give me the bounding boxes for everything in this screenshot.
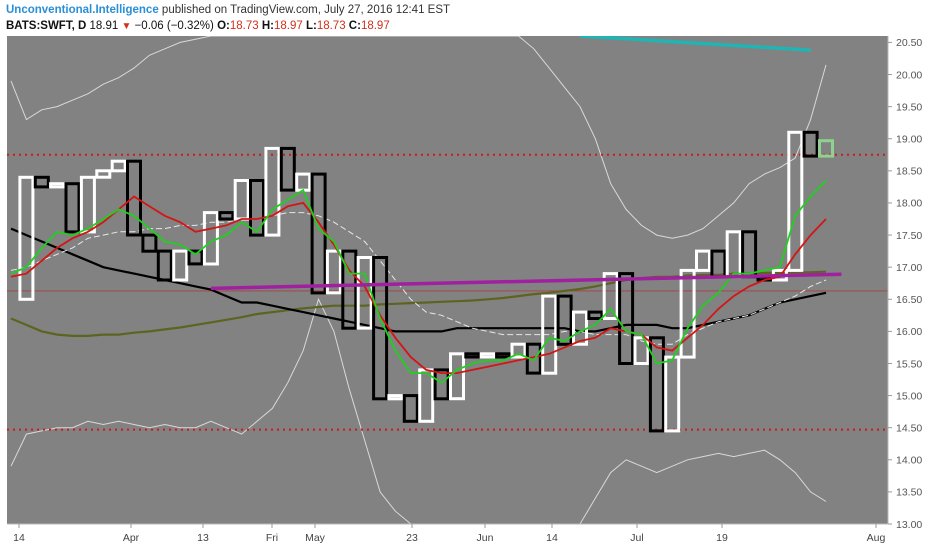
price-bar <box>156 249 173 282</box>
symbol-label: BATS:SWFT, D <box>6 20 87 32</box>
x-tick-label: 23 <box>406 532 418 544</box>
plot-area <box>7 36 888 524</box>
publish-line: Unconventional.Intelligence published on… <box>6 3 450 18</box>
y-tick-label: 16.00 <box>896 326 922 338</box>
x-tick-label: Fri <box>266 532 278 544</box>
olive-ma-line <box>10 270 827 337</box>
price-bar <box>218 211 235 221</box>
y-tick-label: 14.00 <box>896 455 922 467</box>
y-tick-label: 17.50 <box>896 230 922 242</box>
price-bar <box>802 130 819 158</box>
price-bar <box>602 272 619 321</box>
price-bar <box>556 294 573 346</box>
y-tick-label: 18.50 <box>896 166 922 178</box>
high-value: 18.97 <box>273 20 303 32</box>
y-tick-label: 14.50 <box>896 422 922 434</box>
last-price: 18.91 <box>89 20 119 32</box>
low-label: L: <box>305 20 317 32</box>
price-bar <box>679 268 696 359</box>
price-bar <box>64 182 81 234</box>
y-tick-label: 20.00 <box>896 69 922 81</box>
chart-header: Unconventional.Intelligence published on… <box>6 3 450 34</box>
x-tick-label: Jun <box>477 532 494 544</box>
price-bar <box>587 310 604 321</box>
price-bar <box>141 233 158 253</box>
price-bar <box>126 159 142 237</box>
x-tick-label: 14 <box>546 532 558 544</box>
open-value: 18.73 <box>229 20 259 32</box>
green-ma-line <box>10 179 827 384</box>
purple-trend-line <box>210 272 842 291</box>
price-bar <box>341 249 358 330</box>
price-bar <box>33 175 50 189</box>
price-change: −0.06 (−0.32%) <box>134 20 214 32</box>
x-tick-label: May <box>305 532 326 544</box>
price-bar <box>49 182 66 189</box>
price-bar <box>648 336 665 433</box>
price-bar <box>95 169 112 179</box>
y-tick-label: 19.00 <box>896 134 922 146</box>
y-tick-label: 18.00 <box>896 198 922 210</box>
y-tick-label: 15.00 <box>896 390 922 402</box>
price-bar <box>187 249 204 266</box>
high-label: H: <box>261 20 274 32</box>
price-bar <box>172 249 189 282</box>
price-bar <box>18 175 35 301</box>
author-link[interactable]: Unconventional.Intelligence <box>6 4 159 16</box>
close-value: 18.97 <box>360 20 390 32</box>
publish-info: published on TradingView.com, July 27, 2… <box>161 4 451 16</box>
down-arrow-icon: ▼ <box>121 21 132 32</box>
ohlc-line: BATS:SWFT, D 18.91 ▼ −0.06 (−0.32%) O:18… <box>6 19 450 34</box>
y-tick-label: 15.50 <box>896 358 922 370</box>
price-bar <box>249 179 265 237</box>
price-bar <box>787 130 804 272</box>
price-bar <box>110 159 127 173</box>
price-bar <box>372 256 389 401</box>
close-label: C: <box>348 20 361 32</box>
dashed-ma-line <box>10 212 827 345</box>
price-bar <box>264 146 281 237</box>
y-tick-label: 19.50 <box>896 101 922 113</box>
price-bar <box>541 294 558 375</box>
x-tick-label: 14 <box>13 532 25 544</box>
x-tick-label: 19 <box>716 532 728 544</box>
y-tick-label: 20.50 <box>896 37 922 49</box>
price-bar <box>433 368 450 401</box>
price-bar <box>464 352 481 359</box>
low-value: 18.73 <box>316 20 346 32</box>
price-bar <box>279 146 296 192</box>
price-bar <box>387 394 404 401</box>
price-bar <box>618 272 635 366</box>
x-tick-label: Aug <box>867 532 886 544</box>
y-tick-label: 16.50 <box>896 294 922 306</box>
red-ma-line <box>10 195 827 374</box>
price-bar <box>495 352 512 359</box>
bollinger-upper-line <box>10 36 827 239</box>
open-label: O: <box>217 20 230 32</box>
bollinger-lower-line <box>10 297 827 524</box>
price-bar <box>664 355 681 433</box>
y-tick-label: 13.50 <box>896 487 922 499</box>
price-bar <box>325 249 342 295</box>
price-bar <box>695 249 711 272</box>
x-tick-label: Jul <box>630 532 643 544</box>
x-tick-label: 13 <box>197 532 209 544</box>
price-bar <box>818 139 834 158</box>
x-tick-label: Apr <box>123 532 140 544</box>
teal-trend-line <box>579 36 811 52</box>
price-bar <box>510 342 527 359</box>
y-tick-label: 17.00 <box>896 262 922 274</box>
price-bar <box>479 352 496 359</box>
price-bar <box>402 394 419 423</box>
black-ma-line <box>10 227 827 333</box>
price-bar <box>633 336 650 365</box>
plot-layer <box>7 36 888 524</box>
y-tick-label: 13.00 <box>896 519 922 531</box>
